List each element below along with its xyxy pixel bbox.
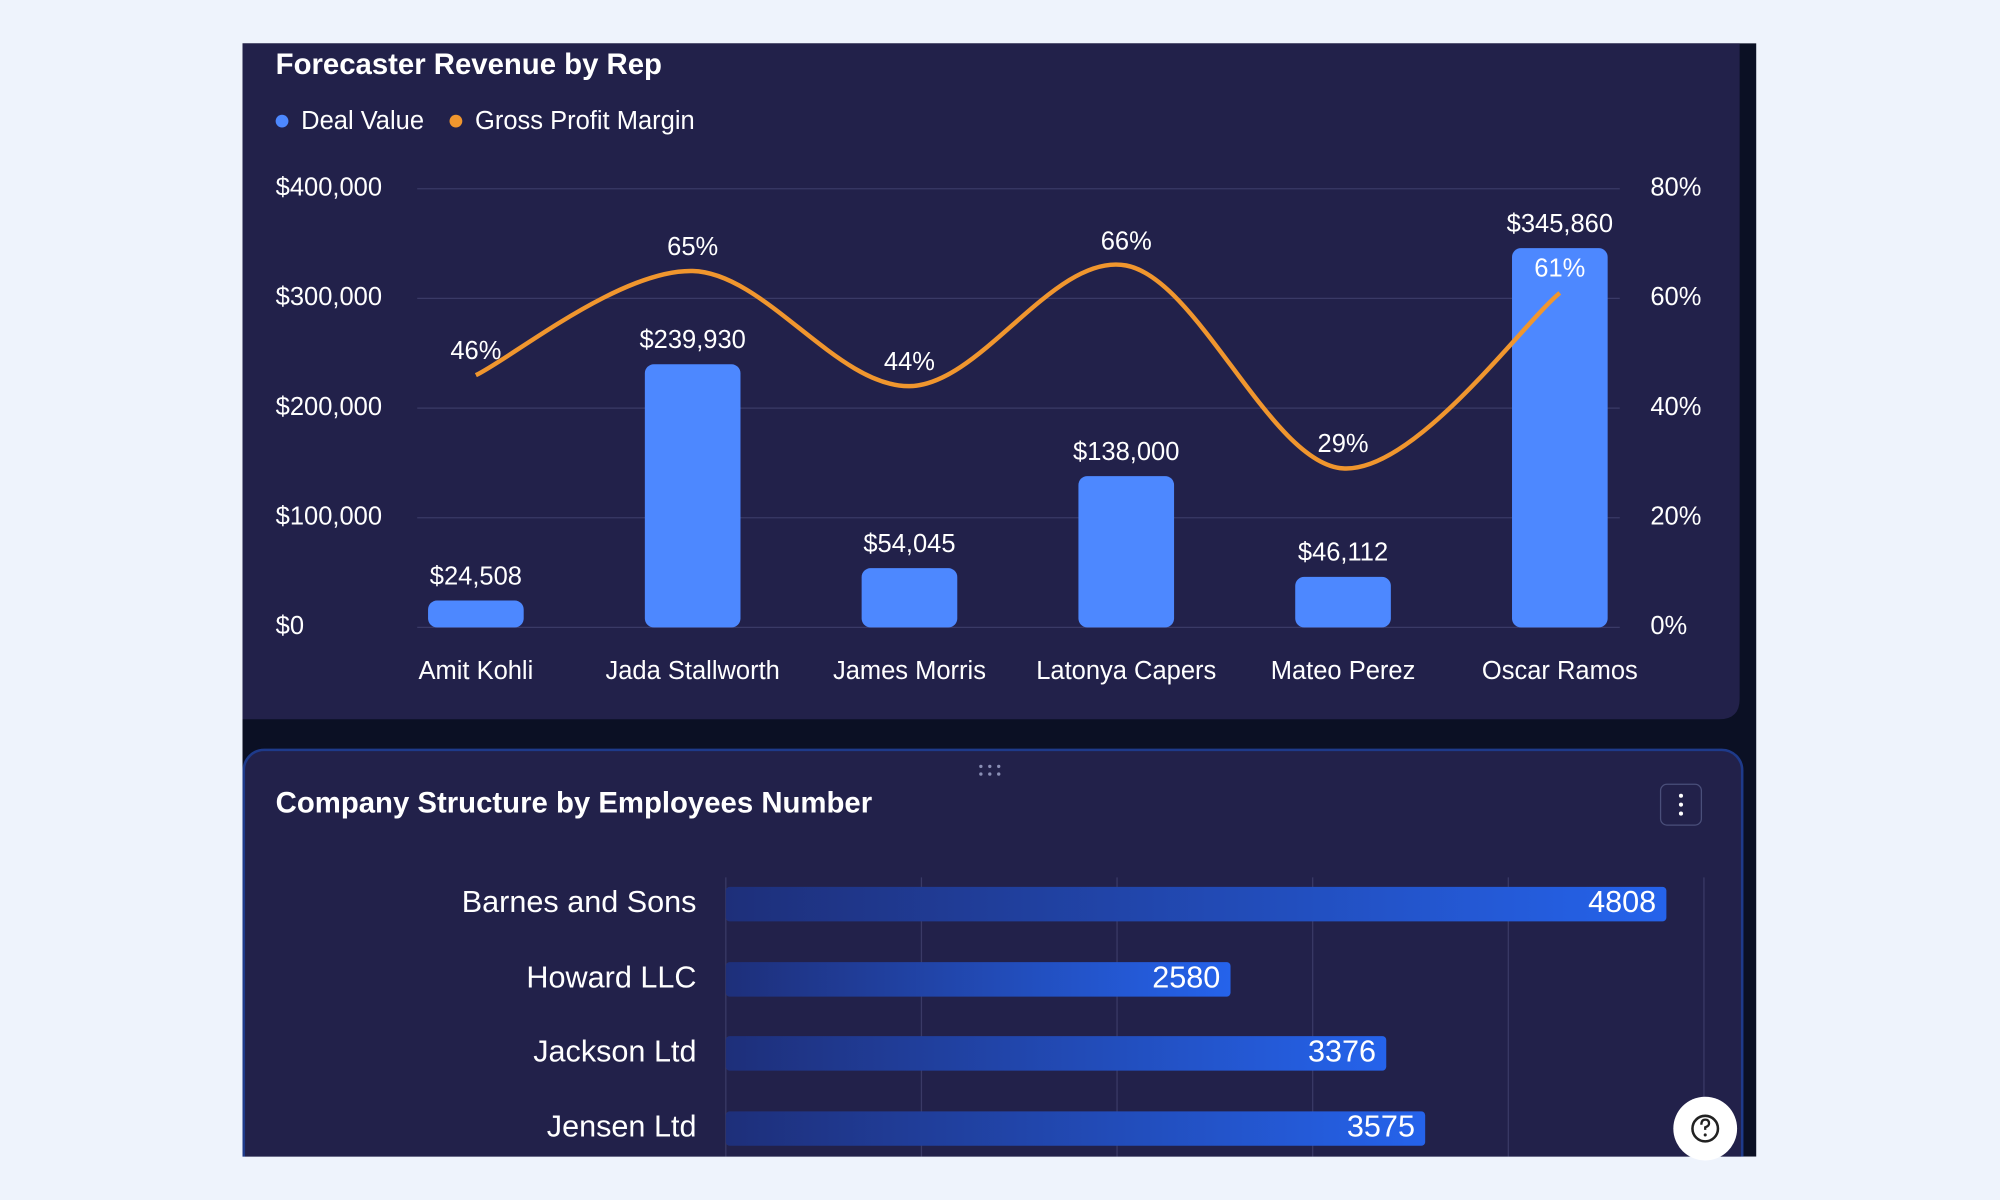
bar — [428, 600, 524, 628]
y-tick-label: Jensen Ltd — [547, 1110, 697, 1144]
data-label: $46,112 — [1298, 539, 1388, 567]
line — [474, 262, 1562, 471]
data-label: 65% — [667, 233, 718, 261]
chart-title: Forecaster Revenue by Rep — [276, 48, 662, 81]
y-tick-label: Barnes and Sons — [462, 885, 697, 919]
bar — [644, 364, 741, 628]
x-tick-label: Oscar Ramos — [1482, 657, 1638, 685]
legend-label: Gross Profit Margin — [475, 107, 695, 135]
data-label: 4808 — [1588, 885, 1656, 919]
data-label: 2580 — [1152, 960, 1220, 994]
y-tick-label: $100,000 — [276, 502, 382, 530]
panel — [242, 43, 1740, 720]
data-label: 46% — [450, 337, 501, 365]
y2-tick-label: 60% — [1650, 283, 1701, 311]
charts: Deal Value Gross Profit Margin $0 $100,000 $… — [275, 107, 1705, 1157]
y-tick-label: $0 — [276, 612, 304, 640]
data-label: 3376 — [1308, 1034, 1376, 1068]
y2-tick-label: 20% — [1650, 502, 1701, 530]
x-tick-label: Amit Kohli — [418, 657, 533, 685]
drag-handle[interactable] — [979, 764, 1001, 776]
x-tick-label: James Morris — [833, 657, 986, 685]
y2-tick-label: 0% — [1650, 612, 1687, 640]
data-label: 61% — [1534, 255, 1585, 283]
data-label: $239,930 — [639, 326, 745, 354]
y-tick-label: $400,000 — [276, 173, 382, 201]
y-tick-label: $300,000 — [276, 283, 382, 311]
bar — [725, 1111, 1426, 1146]
bar — [725, 962, 1231, 997]
data-label: $138,000 — [1073, 438, 1179, 466]
help-button[interactable] — [1673, 1096, 1738, 1161]
data-label: 44% — [884, 348, 935, 376]
y2-tick-label: 80% — [1650, 173, 1701, 201]
x-tick-label: Mateo Perez — [1271, 657, 1416, 685]
data-label: 66% — [1101, 227, 1152, 255]
x-tick-label: Latonya Capers — [1036, 657, 1216, 685]
legend-marker — [449, 114, 463, 128]
chart-title: Company Structure by Employees Number — [276, 786, 873, 819]
y2-tick-label: 40% — [1650, 393, 1701, 421]
y-tick-label: Jackson Ltd — [533, 1034, 696, 1068]
bar — [1078, 476, 1175, 628]
legend-label: Deal Value — [301, 107, 424, 135]
legend-marker — [275, 114, 289, 128]
data-label: 3575 — [1347, 1110, 1415, 1144]
data-label: $54,045 — [863, 530, 955, 558]
data-label: $24,508 — [430, 562, 522, 590]
data-label: 29% — [1318, 430, 1369, 458]
background — [0, 1156, 2000, 1200]
x-tick-label: Jada Stallworth — [605, 657, 779, 685]
bar — [725, 1036, 1387, 1071]
bar — [1512, 248, 1608, 628]
y-tick-label: Howard LLC — [526, 960, 696, 994]
bar — [1295, 576, 1391, 628]
bar — [861, 568, 958, 628]
y-tick-label: $200,000 — [276, 393, 382, 421]
menu-button[interactable] — [1659, 783, 1703, 826]
data-label: $345,860 — [1507, 210, 1613, 238]
bar — [725, 886, 1667, 922]
